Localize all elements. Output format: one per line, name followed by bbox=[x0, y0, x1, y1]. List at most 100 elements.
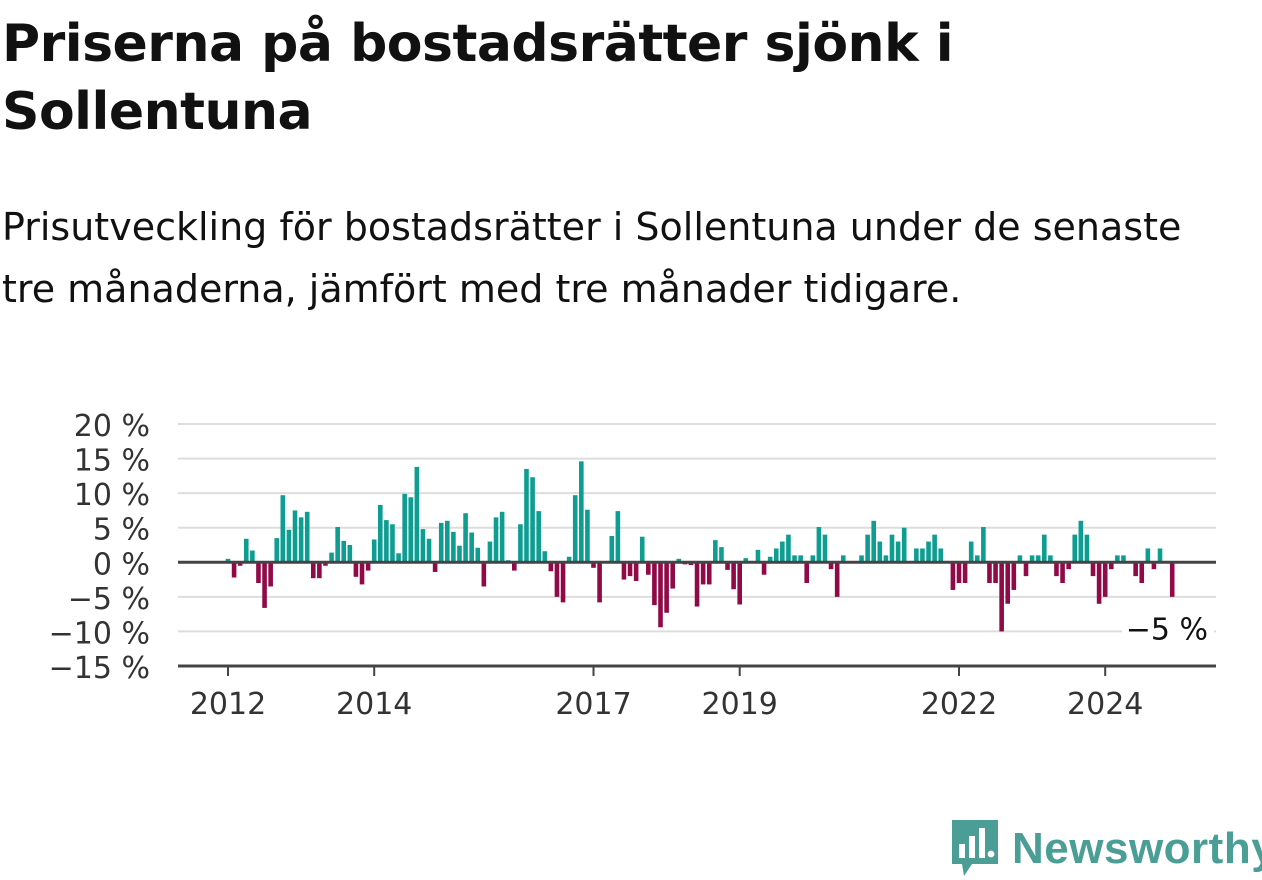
bar bbox=[615, 511, 621, 563]
bar bbox=[999, 562, 1004, 632]
bar bbox=[451, 531, 456, 563]
bar bbox=[1084, 534, 1090, 563]
bar bbox=[676, 558, 682, 563]
bar bbox=[834, 562, 840, 597]
bar bbox=[1023, 562, 1029, 577]
bar bbox=[499, 511, 505, 563]
bar bbox=[968, 541, 974, 563]
bar bbox=[609, 536, 615, 563]
bar bbox=[1017, 555, 1023, 563]
bar bbox=[1169, 562, 1175, 597]
newsworthy-logo-icon bbox=[952, 820, 998, 876]
bar bbox=[633, 562, 639, 581]
bar bbox=[1048, 555, 1053, 563]
bar bbox=[262, 562, 267, 608]
bar bbox=[859, 555, 864, 563]
bar bbox=[548, 562, 554, 572]
bar bbox=[438, 522, 444, 563]
bar bbox=[889, 534, 895, 563]
bar bbox=[298, 517, 304, 563]
bar bbox=[585, 509, 590, 563]
bar bbox=[359, 562, 365, 585]
bar bbox=[292, 510, 298, 563]
bar bbox=[225, 558, 231, 563]
y-tick-label: −15 % bbox=[49, 651, 150, 686]
bar bbox=[773, 548, 779, 563]
bar bbox=[280, 495, 286, 563]
bar bbox=[725, 562, 730, 570]
bar bbox=[1072, 534, 1078, 563]
bar bbox=[469, 532, 474, 563]
bar bbox=[1108, 562, 1114, 570]
bar bbox=[810, 555, 816, 563]
bar bbox=[1060, 562, 1065, 584]
x-tick-label: 2017 bbox=[555, 687, 631, 722]
bar bbox=[384, 520, 389, 563]
bar bbox=[1066, 562, 1071, 570]
bar bbox=[463, 513, 468, 563]
bar bbox=[767, 556, 773, 563]
bar bbox=[700, 562, 706, 585]
brand-name: Newsworthy bbox=[1012, 824, 1262, 873]
newsworthy-logo: Newsworthy bbox=[950, 818, 1262, 880]
bar bbox=[883, 555, 889, 563]
bar bbox=[396, 553, 401, 563]
bar bbox=[828, 562, 834, 570]
y-tick-label: 10 % bbox=[74, 478, 150, 513]
bar bbox=[974, 555, 980, 563]
bar bbox=[597, 562, 602, 603]
bar bbox=[658, 562, 663, 628]
y-tick-label: 15 % bbox=[74, 444, 150, 479]
bar bbox=[445, 520, 450, 563]
annotation-background bbox=[1122, 606, 1214, 651]
bar bbox=[572, 495, 578, 563]
bar bbox=[731, 562, 736, 590]
bar bbox=[871, 520, 877, 563]
bar bbox=[231, 562, 237, 578]
bar bbox=[743, 558, 749, 563]
y-tick-label: 5 % bbox=[93, 513, 150, 548]
bar bbox=[627, 562, 633, 577]
bar bbox=[286, 529, 292, 563]
bar bbox=[694, 562, 700, 607]
bar-chart: 20 %15 %10 %5 %0 %−5 %−10 %−15 % 2012 201… bbox=[49, 409, 1216, 722]
bar bbox=[579, 461, 584, 563]
bar bbox=[926, 541, 931, 563]
bar bbox=[1121, 555, 1126, 563]
bar bbox=[877, 541, 883, 563]
bar bbox=[719, 547, 724, 563]
bar bbox=[512, 562, 517, 571]
bar bbox=[987, 562, 992, 584]
bar bbox=[414, 466, 420, 563]
bar bbox=[1078, 520, 1084, 563]
bar bbox=[1151, 562, 1157, 570]
bar bbox=[1029, 555, 1035, 563]
bar bbox=[341, 540, 347, 563]
bar bbox=[962, 562, 968, 584]
bar bbox=[1102, 562, 1108, 597]
bar bbox=[792, 555, 797, 563]
bar bbox=[566, 556, 572, 563]
bar bbox=[524, 468, 529, 563]
bar bbox=[426, 538, 432, 563]
bar bbox=[530, 477, 535, 563]
bar bbox=[536, 511, 541, 563]
bar bbox=[1139, 562, 1145, 584]
bar bbox=[956, 562, 962, 584]
bar bbox=[670, 562, 675, 589]
bar bbox=[1054, 562, 1059, 577]
bar bbox=[901, 527, 907, 563]
bar bbox=[786, 534, 791, 563]
bar bbox=[981, 527, 986, 563]
bar bbox=[475, 547, 481, 563]
bar bbox=[371, 539, 377, 563]
bar bbox=[1041, 534, 1047, 563]
bar bbox=[560, 562, 566, 603]
bar bbox=[493, 517, 499, 563]
bar bbox=[1011, 562, 1017, 590]
bar bbox=[304, 511, 310, 563]
y-tick-label: −10 % bbox=[49, 616, 150, 651]
bar bbox=[243, 538, 249, 563]
bar bbox=[804, 562, 810, 584]
bar bbox=[646, 562, 651, 575]
